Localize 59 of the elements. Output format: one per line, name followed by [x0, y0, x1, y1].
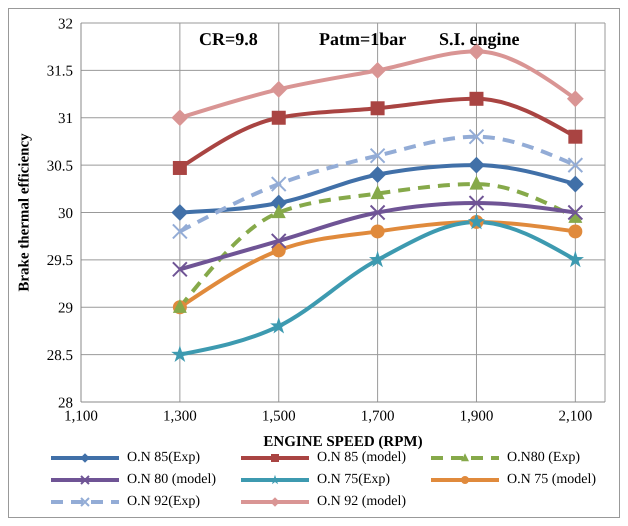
- y-tick-label: 29.5: [46, 253, 73, 270]
- point: [370, 204, 386, 220]
- point: [172, 261, 188, 278]
- point: [171, 109, 188, 126]
- legend-label: O.N 85 (model): [317, 450, 406, 466]
- y-tick-label: 28: [58, 395, 73, 412]
- y-axis-title: Brake thermal efficiency: [16, 132, 32, 292]
- annotation: CR=9.8: [199, 29, 258, 50]
- point: [368, 250, 386, 268]
- point: [270, 232, 287, 249]
- point: [370, 148, 386, 164]
- point: [468, 195, 484, 212]
- point: [469, 92, 484, 106]
- y-tick-label: 30: [58, 206, 73, 222]
- legend-label: O.N 80 (model): [127, 472, 216, 488]
- point: [171, 204, 188, 221]
- point: [272, 204, 286, 218]
- point: [272, 110, 286, 125]
- y-tick-label: 31: [58, 111, 73, 128]
- legend-label: O.N 92 (model): [317, 494, 406, 510]
- x-tick-label: 1,900: [460, 408, 494, 425]
- point: [468, 156, 485, 174]
- point: [566, 176, 584, 192]
- y-tick-label: 30.5: [46, 158, 73, 174]
- point: [172, 223, 188, 240]
- y-tick-label: 31.5: [46, 64, 73, 80]
- point: [469, 176, 484, 190]
- x-tick-label: 1,700: [360, 408, 394, 425]
- y-tick-label: 29: [58, 300, 73, 317]
- point: [568, 224, 582, 238]
- legend-label: O.N 75 (model): [507, 472, 596, 488]
- point: [566, 90, 584, 108]
- x-tick-label: 1,500: [262, 408, 296, 425]
- y-tick-label: 32: [58, 16, 73, 32]
- x-tick-label: 1,100: [64, 408, 98, 425]
- x-axis-title: ENGINE SPEED (RPM): [263, 434, 423, 450]
- y-tick-label: 28.5: [46, 348, 73, 364]
- x-tick-label: 2,100: [558, 408, 592, 425]
- x-tick-label: 1,300: [162, 408, 197, 425]
- legend-label: O.N 85(Exp): [127, 450, 200, 466]
- legend-label: O.N 75(Exp): [317, 472, 390, 488]
- legend-label: O.N80 (Exp): [507, 450, 580, 466]
- point: [270, 317, 288, 334]
- point: [270, 80, 288, 98]
- point: [566, 250, 584, 268]
- annotation: Patm=1bar: [319, 29, 406, 50]
- point: [270, 176, 287, 192]
- annotation: S.I. engine: [439, 29, 520, 50]
- point: [369, 166, 386, 183]
- point: [370, 101, 385, 116]
- point: [468, 128, 484, 145]
- legend-label: O.N 92(Exp): [127, 494, 200, 510]
- point: [370, 185, 385, 200]
- point: [369, 62, 386, 79]
- point: [370, 224, 385, 238]
- point: [568, 130, 582, 144]
- point: [172, 160, 187, 175]
- point: [567, 157, 584, 174]
- point: [567, 204, 584, 220]
